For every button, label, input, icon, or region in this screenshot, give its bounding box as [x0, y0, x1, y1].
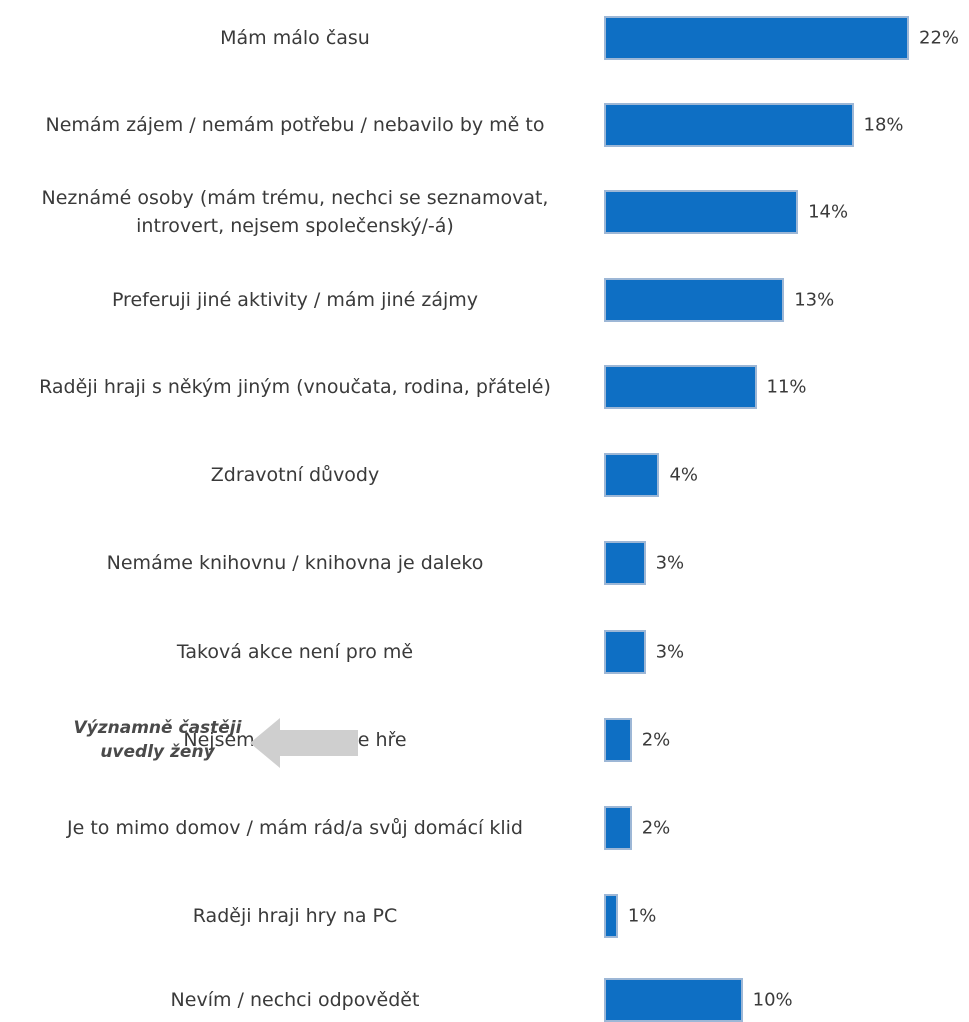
value-label: 11% [766, 376, 807, 398]
value-label: 10% [752, 989, 793, 1011]
value-label: 1% [627, 905, 657, 927]
category-label: Taková akce není pro mě [176, 641, 414, 663]
value-label: 2% [641, 729, 671, 751]
category-label: Nemáme knihovnu / knihovna je daleko [106, 552, 484, 574]
category-label: Neznámé osoby (mám trému, nechci se sezn… [41, 187, 549, 237]
category-label: Raději hraji hry na PC [192, 905, 398, 927]
category-label: Zdravotní důvody [210, 464, 380, 486]
value-label: 4% [669, 464, 699, 486]
value-label: 14% [808, 201, 849, 223]
category-label: Nevím / nechci odpovědět [170, 989, 420, 1011]
bar [604, 365, 757, 409]
bar [604, 16, 909, 60]
left-arrow-icon [250, 718, 358, 768]
bar [604, 630, 646, 674]
category-label: Nemám zájem / nemám potřebu / nebavilo b… [45, 114, 545, 136]
value-label: 3% [655, 552, 685, 574]
bar [604, 453, 660, 497]
category-label: Preferuji jiné aktivity / mám jiné zájmy [111, 289, 479, 311]
value-label: 13% [794, 289, 835, 311]
bar [604, 806, 632, 850]
value-label: 2% [641, 817, 671, 839]
bar [604, 718, 632, 762]
bar [604, 541, 646, 585]
category-label: Raději hraji s někým jiným (vnoučata, ro… [39, 376, 551, 398]
value-label: 18% [863, 114, 904, 136]
bar [604, 978, 743, 1022]
bar [604, 103, 854, 147]
bar [604, 190, 799, 234]
value-label: 22% [919, 27, 960, 49]
category-label: Mám málo času [220, 27, 370, 49]
bar [604, 278, 785, 322]
category-label: Je to mimo domov / mám rád/a svůj domácí… [67, 817, 523, 839]
value-label: 3% [655, 641, 685, 663]
bar [604, 894, 618, 938]
